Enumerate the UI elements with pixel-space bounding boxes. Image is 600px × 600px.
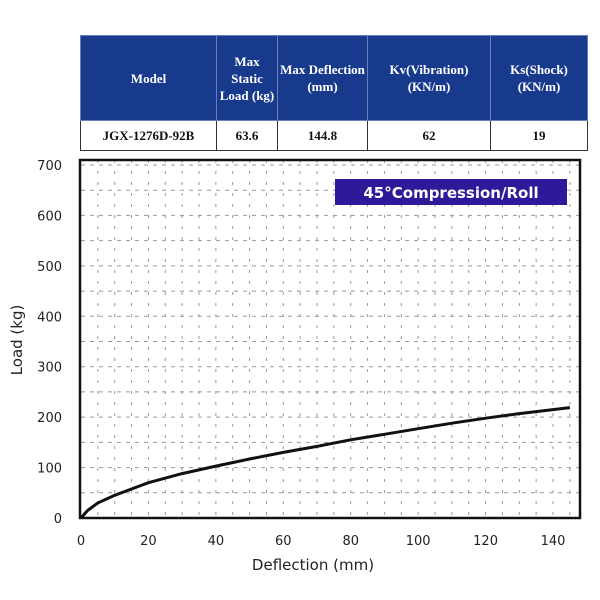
y-tick-label: 700 [37, 159, 62, 174]
title-box [335, 179, 567, 205]
x-tick-label: 20 [140, 534, 157, 549]
cell-kv: 62 [367, 120, 491, 151]
header-max-deflection: Max Deflection (mm) [277, 35, 368, 121]
header-model: Model [80, 35, 217, 121]
x-tick-label: 100 [406, 534, 431, 549]
y-tick-label: 500 [37, 260, 62, 275]
y-tick-label: 300 [37, 361, 62, 376]
y-tick-label: 600 [37, 209, 62, 224]
x-tick-label: 140 [541, 534, 566, 549]
cell-model: JGX-1276D-92B [80, 120, 217, 151]
series-line [79, 406, 571, 519]
y-tick-label: 400 [37, 310, 62, 325]
x-tick-label: 80 [342, 534, 359, 549]
y-tick-label: 100 [37, 462, 62, 477]
header-ks: Ks(Shock) (KN/m) [490, 35, 588, 121]
y-axis-label: Load (kg) [8, 305, 26, 376]
y-tick-label: 0 [54, 512, 62, 527]
cell-max-static-load: 63.6 [216, 120, 278, 151]
cell-max-deflection: 144.8 [277, 120, 368, 151]
y-tick-label: 200 [37, 411, 62, 426]
x-tick-label: 40 [208, 534, 225, 549]
header-kv: Kv(Vibration) (KN/m) [367, 35, 491, 121]
x-tick-label: 120 [473, 534, 498, 549]
spec-table: Model Max Static Load (kg) Max Deflectio… [80, 35, 588, 151]
x-axis-label: Deflection (mm) [252, 556, 374, 574]
x-tick-label: 0 [77, 534, 85, 549]
plot-frame [78, 158, 582, 520]
chart-title: 45°Compression/Roll [363, 184, 538, 202]
x-tick-label: 60 [275, 534, 292, 549]
cell-ks: 19 [490, 120, 588, 151]
